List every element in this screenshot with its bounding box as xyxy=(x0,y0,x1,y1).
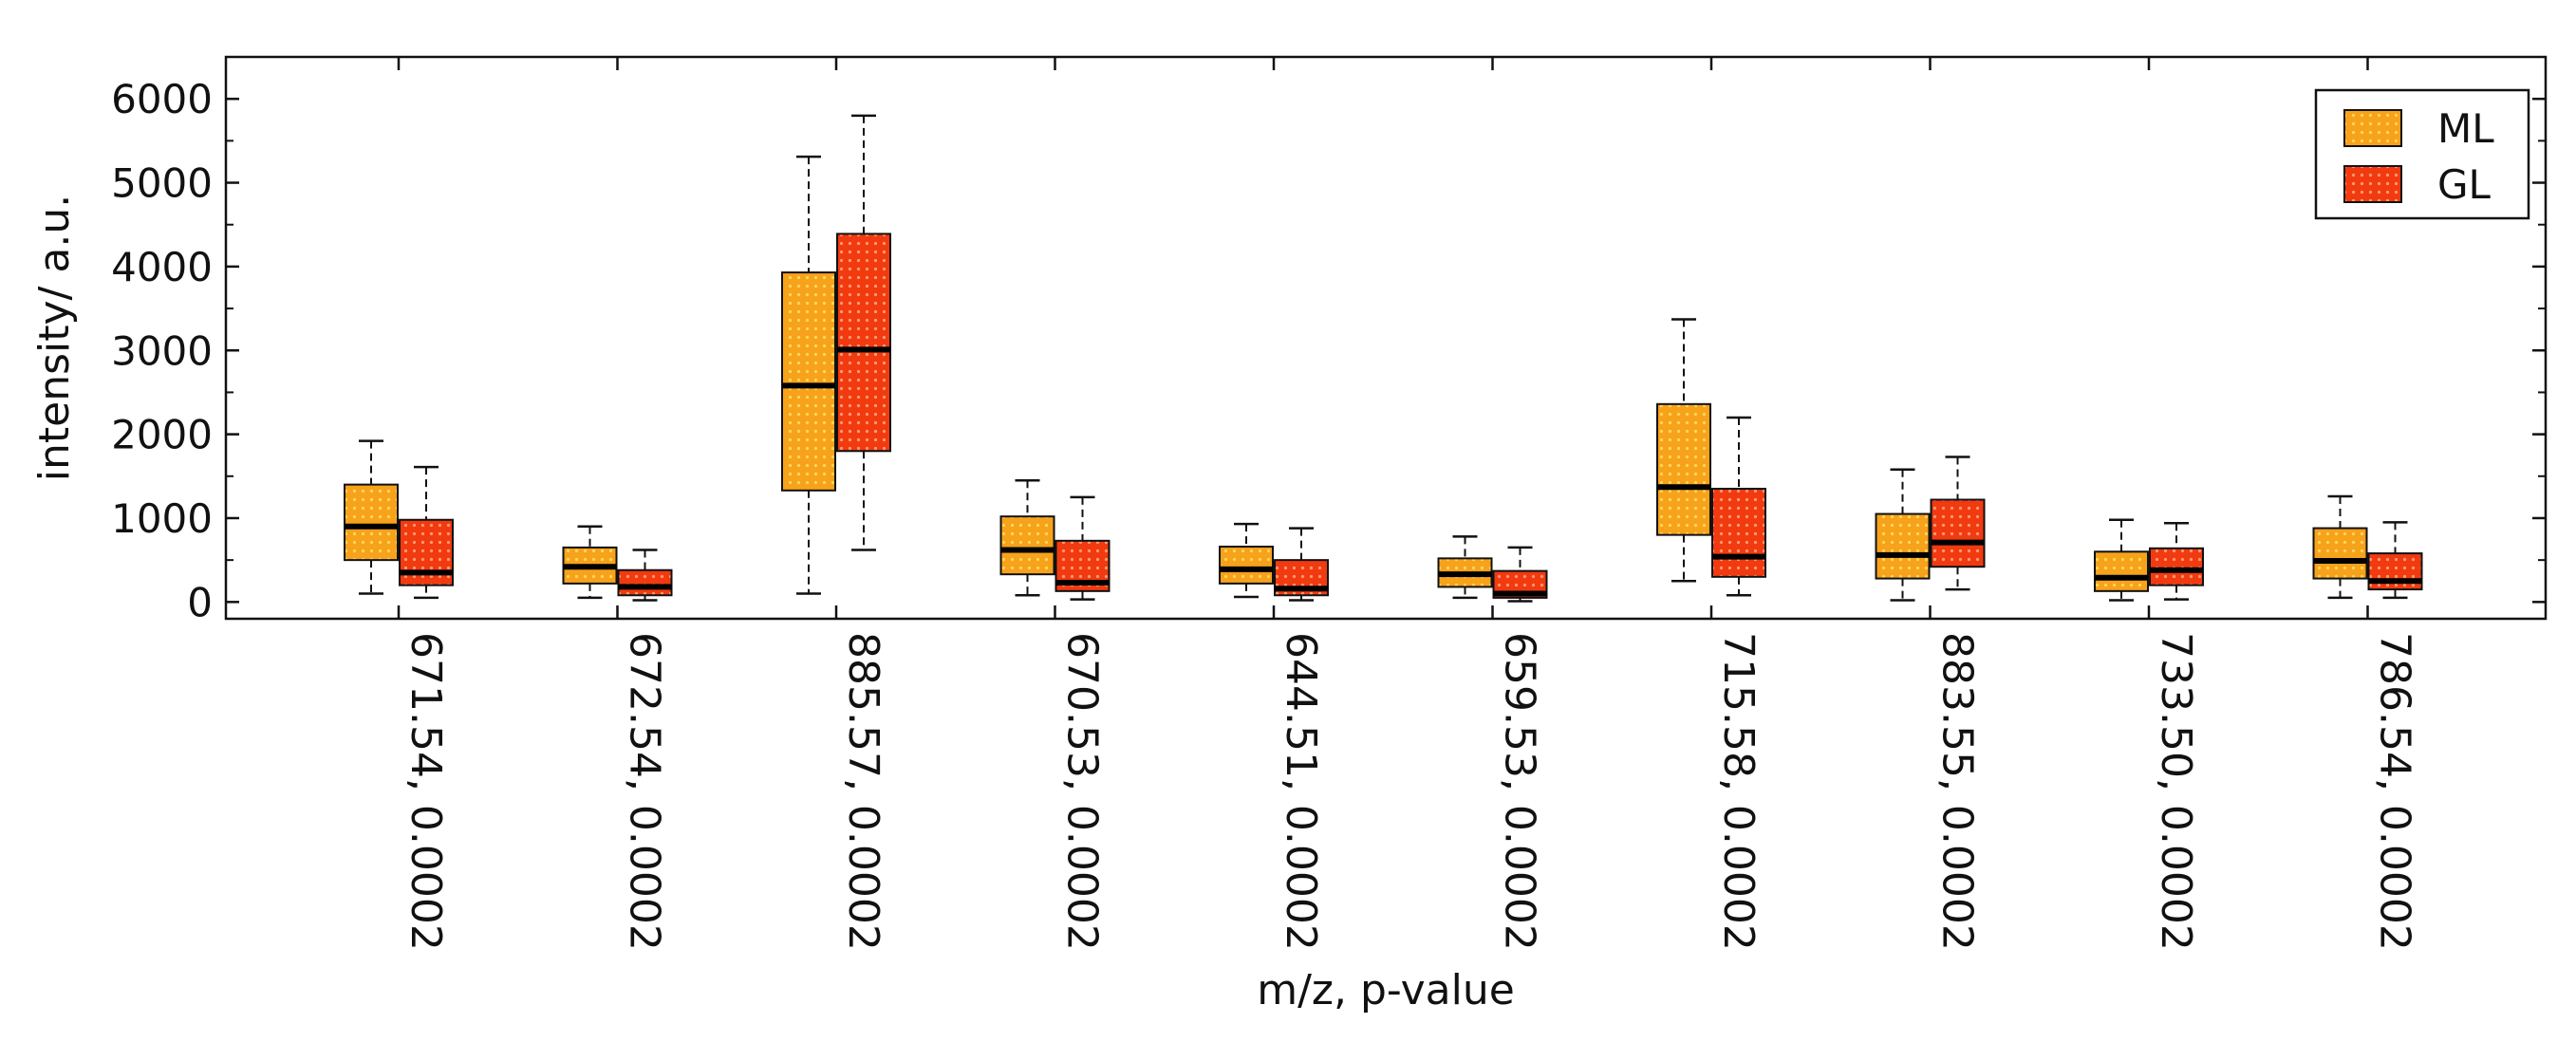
ml-box xyxy=(1656,402,1711,536)
category-group xyxy=(1875,57,1986,619)
gl-box xyxy=(1711,488,1766,578)
x-category-label: 671.54, 0.0002 xyxy=(401,632,450,951)
y-tick-label: 4000 xyxy=(111,244,213,290)
x-axis-category-labels: 671.54, 0.0002 672.54, 0.0002 885.57, 0.00… xyxy=(401,632,2419,951)
x-category-label: 644.51, 0.0002 xyxy=(1277,632,1325,951)
category-group xyxy=(1437,57,1548,619)
plot-area-frame xyxy=(224,55,2548,621)
legend-swatch-ml xyxy=(2343,109,2402,147)
legend: ML GL xyxy=(2314,88,2530,220)
y-tick-label: 1000 xyxy=(111,495,213,542)
ml-box xyxy=(781,271,836,492)
ml-box xyxy=(1875,512,1931,580)
category-group xyxy=(781,57,891,619)
ml-box xyxy=(344,483,399,562)
x-category-label: 672.54, 0.0002 xyxy=(621,632,669,951)
box-groups xyxy=(344,57,2423,619)
gl-box xyxy=(617,568,673,597)
x-category-label: 659.53, 0.0002 xyxy=(1496,632,1544,951)
y-tick-label: 3000 xyxy=(111,327,213,374)
category-group xyxy=(2094,57,2204,619)
x-axis-title: m/z, p-value xyxy=(1257,966,1515,1014)
legend-label-ml: ML xyxy=(2437,105,2494,152)
y-tick-label: 2000 xyxy=(111,412,213,458)
x-category-label: 733.50, 0.0002 xyxy=(2152,632,2200,951)
legend-label-gl: GL xyxy=(2437,161,2492,208)
x-category-label: 885.57, 0.0002 xyxy=(839,632,887,951)
category-group xyxy=(999,57,1111,619)
category-group xyxy=(1219,57,1329,619)
gl-box xyxy=(836,233,891,453)
x-category-label: 715.58, 0.0002 xyxy=(1714,632,1763,951)
x-category-label: 883.55, 0.0002 xyxy=(1933,632,1982,951)
x-category-label: 670.53, 0.0002 xyxy=(1058,632,1107,951)
y-tick-label: 6000 xyxy=(111,76,213,122)
gl-box xyxy=(2367,552,2423,591)
gl-box xyxy=(2149,547,2204,586)
y-axis-title: intensity/ a.u. xyxy=(30,195,79,481)
ml-box xyxy=(2094,550,2149,592)
category-group xyxy=(562,57,673,619)
category-group xyxy=(344,57,454,619)
ml-box xyxy=(999,515,1055,576)
x-category-label: 786.54, 0.0002 xyxy=(2371,632,2419,951)
category-group xyxy=(2312,57,2423,619)
y-axis: 0 1000 2000 3000 4000 5000 6000 xyxy=(111,76,2546,625)
ml-box xyxy=(1219,546,1274,585)
gl-box xyxy=(1930,498,1986,568)
category-group xyxy=(1656,57,1766,619)
y-tick-label: 0 xyxy=(187,579,213,625)
y-tick-label: 5000 xyxy=(111,160,213,207)
legend-swatch-gl xyxy=(2343,165,2402,203)
ml-box xyxy=(2312,527,2368,580)
